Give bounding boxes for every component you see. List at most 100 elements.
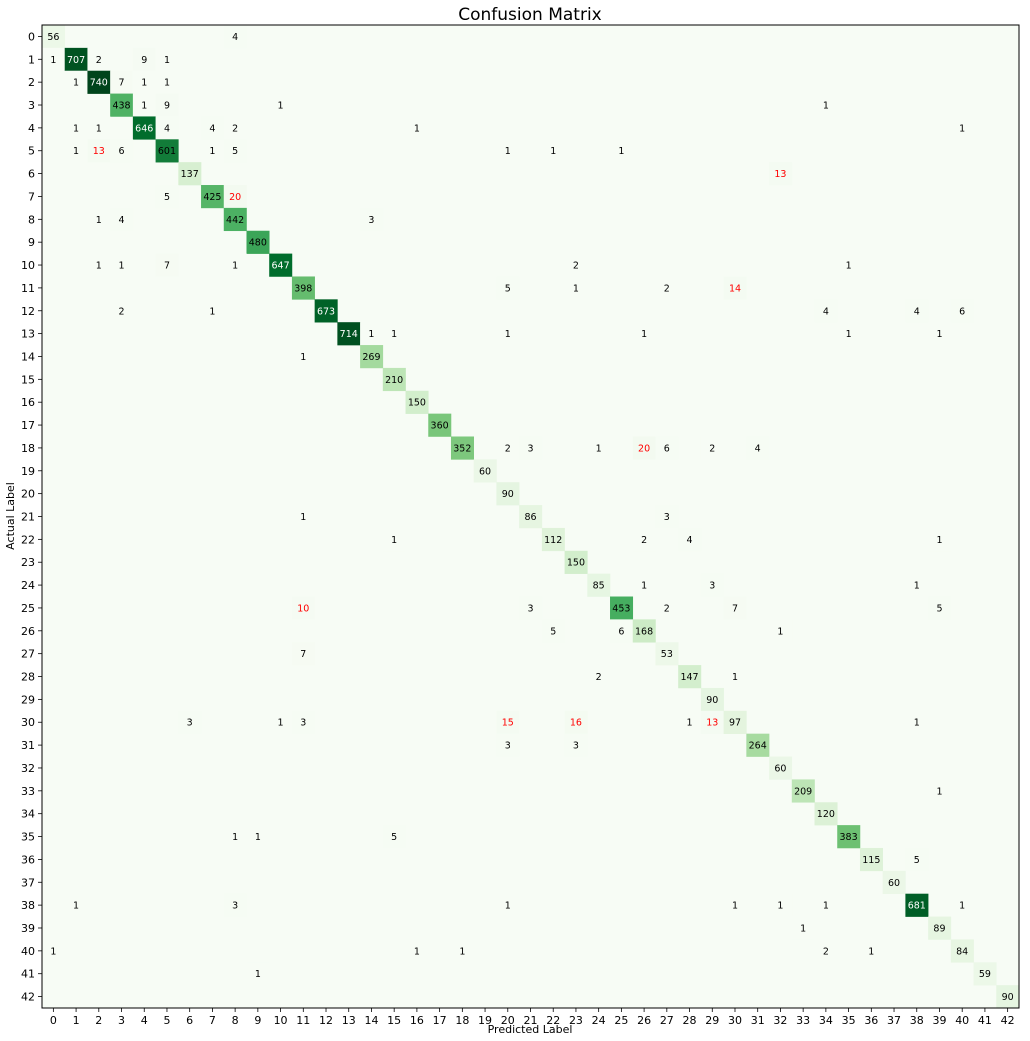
y-tick-label: 36	[21, 853, 35, 866]
cell-value-label: 646	[135, 123, 153, 134]
cell-value-label: 1	[255, 969, 261, 980]
y-tick-label: 29	[21, 693, 35, 706]
cell-value-label: 4	[209, 123, 215, 134]
x-tick-label: 29	[705, 1014, 719, 1027]
heatmap-cell	[223, 185, 247, 209]
cell-value-label: 168	[635, 626, 653, 637]
x-tick-label: 23	[569, 1014, 583, 1027]
heatmap-cell	[110, 70, 134, 94]
cell-value-label: 1	[73, 901, 79, 912]
cell-value-label: 13	[774, 169, 786, 180]
heatmap-cell	[496, 482, 520, 506]
cell-value-label: 2	[232, 123, 238, 134]
cell-value-label: 5	[391, 832, 397, 843]
x-tick-label: 19	[478, 1014, 492, 1027]
heatmap-cell	[519, 505, 543, 529]
cell-value-label: 3	[232, 901, 238, 912]
heatmap-cell	[814, 299, 838, 323]
heatmap-cell	[564, 710, 588, 734]
heatmap-cell	[155, 116, 179, 140]
heatmap-cell	[746, 436, 770, 460]
heatmap-cell	[132, 70, 156, 94]
x-tick-label: 34	[819, 1014, 833, 1027]
cell-value-label: 6	[118, 146, 124, 157]
cell-value-label: 601	[158, 146, 176, 157]
heatmap-cell	[837, 825, 861, 849]
cell-value-label: 3	[187, 718, 193, 729]
heatmap-cell	[655, 596, 679, 620]
cell-value-label: 1	[823, 901, 829, 912]
heatmap-cell	[950, 299, 974, 323]
cell-value-label: 453	[612, 603, 630, 614]
cell-value-label: 13	[706, 718, 718, 729]
cell-value-label: 1	[550, 146, 556, 157]
cell-value-label: 16	[570, 718, 582, 729]
cell-value-label: 1	[368, 329, 374, 340]
x-tick-label: 5	[163, 1014, 170, 1027]
cell-value-label: 1	[641, 581, 647, 592]
y-tick-label: 14	[21, 350, 35, 363]
cell-value-label: 90	[706, 695, 718, 706]
heatmap-cell	[42, 939, 66, 963]
heatmap-cell	[246, 230, 270, 254]
heatmap-cell	[655, 276, 679, 300]
x-axis-label: Predicted Label	[488, 1023, 573, 1036]
heatmap-cell	[723, 710, 747, 734]
x-tick-label: 26	[637, 1014, 651, 1027]
heatmap-cell	[541, 527, 565, 552]
heatmap-cell	[155, 47, 179, 72]
heatmap-cell	[132, 47, 156, 72]
y-axis-label: Actual Label	[4, 482, 17, 550]
x-tick-label: 39	[932, 1014, 946, 1027]
heatmap-cell	[382, 322, 406, 346]
heatmap-cell	[382, 367, 406, 392]
heatmap-cell	[678, 710, 702, 734]
y-tick-label: 6	[28, 168, 35, 181]
heatmap-cell	[291, 710, 315, 734]
cell-value-label: 210	[385, 375, 403, 386]
heatmap-cell	[610, 596, 634, 620]
heatmap-cell	[496, 276, 520, 300]
cell-value-label: 2	[118, 306, 124, 317]
heatmap-cell	[746, 733, 770, 757]
y-tick-label: 9	[28, 236, 35, 249]
heatmap-cell	[814, 893, 838, 917]
y-tick-label: 37	[21, 876, 35, 889]
x-tick-label: 2	[95, 1014, 102, 1027]
cell-value-label: 5	[936, 603, 942, 614]
x-tick-label: 4	[141, 1014, 148, 1027]
cell-value-label: 1	[618, 146, 624, 157]
heatmap-cell	[837, 253, 861, 277]
heatmap-cell	[837, 322, 861, 346]
heatmap-cell	[678, 527, 702, 552]
heatmap-cell	[246, 825, 270, 849]
heatmap-cell	[564, 733, 588, 757]
x-tick-label: 14	[364, 1014, 378, 1027]
x-tick-label: 22	[546, 1014, 560, 1027]
heatmap-cell	[223, 139, 247, 163]
heatmap-cell	[632, 436, 656, 460]
cell-value-label: 90	[1002, 992, 1014, 1003]
cell-value-label: 1	[300, 352, 306, 363]
cell-value-label: 1	[777, 901, 783, 912]
y-tick-label: 2	[28, 76, 35, 89]
cell-value-label: 3	[573, 741, 579, 752]
x-tick-label: 6	[186, 1014, 193, 1027]
x-tick-label: 35	[842, 1014, 856, 1027]
cell-value-label: 1	[596, 443, 602, 454]
heatmap-cell	[769, 619, 793, 643]
cell-value-label: 60	[774, 763, 786, 774]
cell-value-label: 1	[96, 123, 102, 134]
cell-value-label: 89	[933, 923, 945, 934]
y-tick-label: 4	[28, 122, 35, 135]
cell-value-label: 1	[141, 78, 147, 89]
heatmap-cell	[428, 413, 452, 437]
x-tick-label: 40	[955, 1014, 969, 1027]
cell-value-label: 1	[414, 946, 420, 957]
cell-value-label: 2	[709, 443, 715, 454]
y-tick-label: 20	[21, 488, 35, 501]
heatmap-cell	[87, 70, 111, 94]
x-tick-label: 15	[387, 1014, 401, 1027]
cell-value-label: 7	[300, 649, 306, 660]
